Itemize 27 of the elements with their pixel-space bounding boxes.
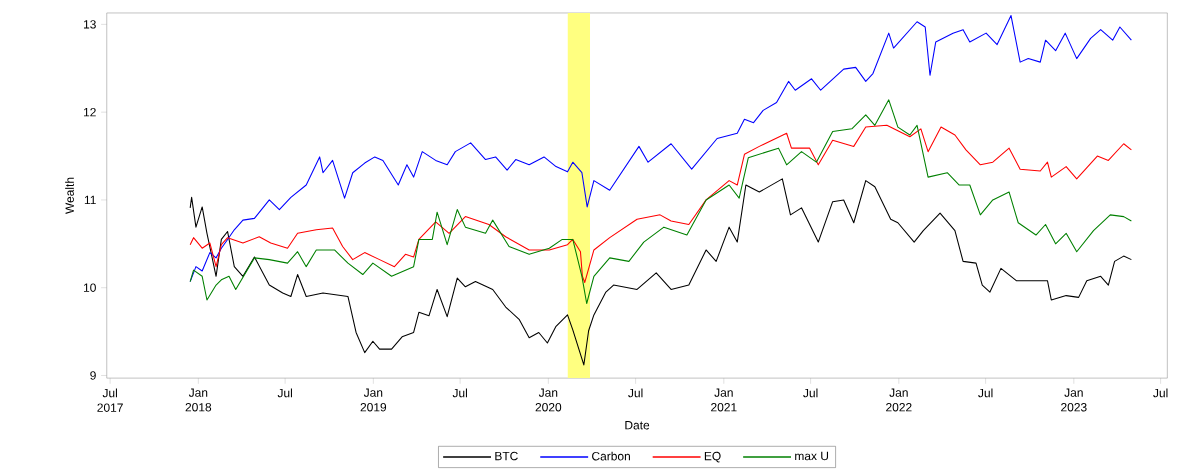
x-tick-label: Jul <box>628 388 643 398</box>
line-series <box>189 99 1132 305</box>
x-tick-label: Jan 2018 <box>185 388 212 412</box>
y-tick-label: 10 <box>83 283 96 292</box>
line-series <box>189 124 1132 284</box>
x-tick-label: Jan 2021 <box>711 388 737 412</box>
legend-label: max U <box>795 451 829 461</box>
x-tick-label: Jul <box>277 388 292 398</box>
x-tick-label: Jul <box>452 388 467 398</box>
y-tick-label: 9 <box>90 371 96 380</box>
x-tick-label: Jul <box>1153 388 1168 398</box>
x-tick-label: Jul <box>803 388 818 398</box>
line-series <box>189 15 1132 283</box>
x-axis-title: Date <box>625 421 650 430</box>
y-tick-label: 13 <box>83 20 96 29</box>
y-tick-label: 11 <box>84 195 96 205</box>
x-tick-label: Jan 2019 <box>360 388 387 412</box>
legend-label: Carbon <box>592 451 630 461</box>
x-tick-label: Jan 2022 <box>886 388 912 412</box>
legend-label: EQ <box>704 451 721 463</box>
y-axis-title: Wealth <box>65 177 74 215</box>
y-tick-label: 12 <box>83 108 96 117</box>
x-tick-label: Jul 2017 <box>97 388 123 412</box>
legend-label: BTC <box>495 451 518 461</box>
x-tick-label: Jul <box>978 388 993 398</box>
x-tick-label: Jan 2020 <box>535 388 562 412</box>
x-tick-label: Jan 2023 <box>1061 388 1087 412</box>
